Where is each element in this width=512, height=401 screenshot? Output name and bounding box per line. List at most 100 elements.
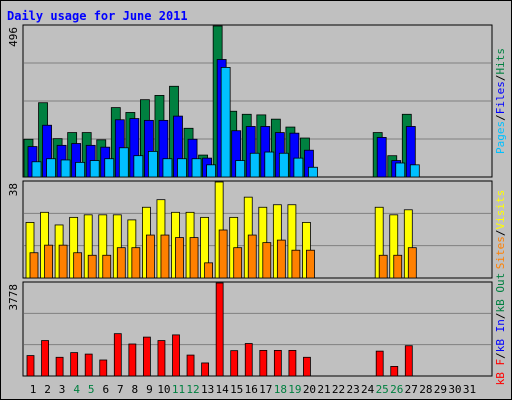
legend-panel3: kB F/kB In/kB Out [494,273,507,386]
bar-kbf-day-11 [172,334,180,377]
bar-pages-day-16 [249,152,260,178]
bar-kbf-day-19 [288,349,297,377]
x-label-day-19: 19 [288,383,301,396]
bar-pages-day-8 [133,155,144,178]
bar-sites-day-4 [73,252,83,279]
bar-sites-day-15 [233,247,243,279]
legend-panel2-item-0: Sites [494,236,507,269]
bar-sites-day-20 [306,249,315,279]
x-label-day-5: 5 [88,383,95,396]
x-label-day-11: 11 [172,383,185,396]
legend-panel3-item-3: / [494,312,507,319]
x-label-day-29: 29 [434,383,447,396]
legend-panel3-item-2: kB In [494,319,507,352]
panel-3-ymax-label: 3778 [7,284,20,311]
x-label-day-4: 4 [73,383,80,396]
bar-kbf-day-7 [113,333,122,377]
bar-sites-day-10 [160,234,170,279]
x-label-day-1: 1 [30,383,37,396]
bar-sites-day-2 [44,244,53,279]
bar-pages-day-19 [293,157,304,178]
bar-sites-day-11 [175,237,184,279]
bar-pages-day-7 [118,147,129,178]
bar-sites-day-19 [291,249,301,279]
bar-pages-day-13 [206,164,217,178]
bar-pages-day-12 [191,158,202,178]
bar-kbf-day-9 [142,336,151,377]
x-label-day-3: 3 [59,383,66,396]
bar-pages-day-5 [89,160,100,178]
bar-pages-day-17 [264,151,275,178]
legend-panel2: Sites/Visits [494,190,507,270]
bar-pages-day-9 [147,151,158,178]
legend-panel3-item-0: kB F [494,359,507,386]
x-axis-labels: 1 2 3 4 5 6 7 8 9 10 11 12 13 14 15 16 17 18 19 20 21 22 23 24 2… [30,383,476,396]
chart-title: Daily usage for June 2011 [7,9,188,23]
x-label-day-12: 12 [186,383,199,396]
y-max-labels: 496 38 3778 [7,27,20,311]
bar-kbf-day-26 [390,365,399,377]
x-label-day-9: 9 [146,383,153,396]
bar-kbf-day-4 [70,352,79,377]
bar-kbf-day-25 [375,350,384,377]
legend-panel3-item-1: / [494,352,507,359]
x-label-day-31: 31 [463,383,476,396]
legend-panel2-item-1: / [494,230,507,237]
x-label-day-17: 17 [259,383,272,396]
bar-pages-day-15 [235,160,246,178]
x-label-day-2: 2 [44,383,51,396]
x-label-day-20: 20 [303,383,316,396]
x-label-day-16: 16 [245,383,258,396]
bar-kbf-day-10 [157,340,166,377]
bar-sites-day-17 [262,242,272,279]
legend-panel1-item-4: Hits [494,48,507,75]
panel-3-plot [22,281,493,377]
bar-kbf-day-6 [99,359,108,377]
bar-sites-day-5 [87,254,97,279]
x-label-day-24: 24 [361,383,375,396]
bar-files-day-25 [376,137,387,178]
bar-pages-day-14 [220,67,231,178]
bar-pages-day-18 [278,152,289,178]
x-label-day-14: 14 [216,383,230,396]
panel-2-ymax-label: 38 [7,183,20,196]
legend-panel1: Pages/Files/Hits [494,48,507,154]
bar-sites-day-1 [29,252,39,279]
panels-layer [22,24,493,377]
x-label-day-8: 8 [132,383,139,396]
bar-kbf-day-17 [259,349,268,377]
bar-sites-day-9 [145,234,155,279]
x-label-day-21: 21 [317,383,330,396]
bar-kbf-day-8 [128,343,137,377]
bar-sites-day-14 [218,229,228,279]
bar-pages-day-26 [395,162,406,178]
x-label-day-23: 23 [346,383,359,396]
bar-pages-day-2 [46,158,56,178]
bar-kbf-day-12 [186,354,195,377]
bar-pages-day-4 [75,161,86,178]
legend-panel3-item-4: kB Out [494,273,507,313]
bar-sites-day-13 [204,262,214,279]
x-label-day-18: 18 [274,383,287,396]
bar-sites-day-6 [102,254,112,279]
bars-layer [23,25,420,377]
legend-panel1-item-2: Files [494,81,507,114]
bar-kbf-day-14 [215,282,224,377]
panel-1-ymax-label: 496 [7,27,20,47]
x-label-day-13: 13 [201,383,214,396]
x-label-day-28: 28 [419,383,432,396]
bar-kbf-day-16 [244,343,253,377]
bar-kbf-day-5 [84,353,93,377]
bar-sites-day-18 [276,239,286,279]
bar-pages-day-6 [104,158,115,178]
bar-pages-day-11 [177,158,187,178]
x-label-day-15: 15 [230,383,243,396]
legend-panel1-item-1: / [494,114,507,121]
x-label-day-30: 30 [448,383,461,396]
legend-panel1-item-0: Pages [494,121,507,154]
bar-kbf-day-3 [55,356,64,377]
bar-kbf-day-18 [273,349,282,377]
